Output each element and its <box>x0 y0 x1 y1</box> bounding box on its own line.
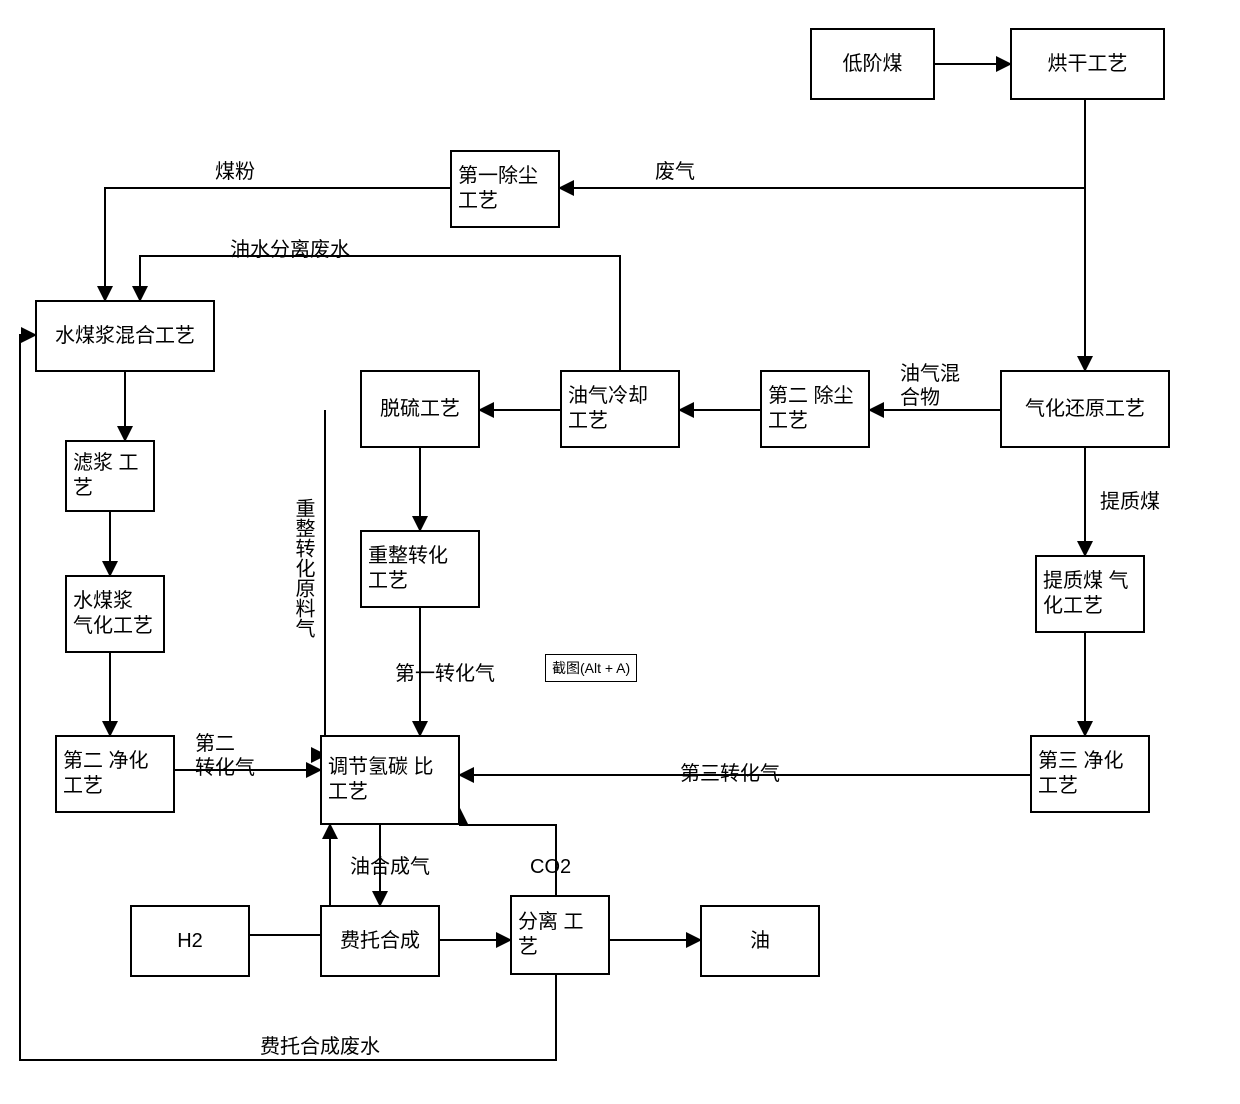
label-second-gas: 第二 转化气 <box>195 732 255 780</box>
node-second-dedust: 第二 除尘工艺 <box>760 370 870 448</box>
flowchart-canvas: 低阶煤 烘干工艺 第一除尘 工艺 水煤浆混合工艺 脱硫工艺 油气冷却 工艺 第二… <box>0 0 1240 1104</box>
label-oilwater-waste: 油水分离废水 <box>230 238 350 262</box>
node-slurry-mix: 水煤浆混合工艺 <box>35 300 215 372</box>
node-oilgas-cool: 油气冷却 工艺 <box>560 370 680 448</box>
node-ft-synth: 费托合成 <box>320 905 440 977</box>
label-waste-gas: 废气 <box>655 160 695 184</box>
label-third-gas: 第三转化气 <box>680 762 780 786</box>
node-first-dedust: 第一除尘 工艺 <box>450 150 560 228</box>
node-reforming: 重整转化 工艺 <box>360 530 480 608</box>
node-oil: 油 <box>700 905 820 977</box>
node-upgraded-gasif: 提质煤 气化工艺 <box>1035 555 1145 633</box>
node-drying: 烘干工艺 <box>1010 28 1165 100</box>
label-ft-waste: 费托合成废水 <box>260 1035 380 1059</box>
label-oil-syn: 油合成气 <box>350 855 430 879</box>
node-third-purify: 第三 净化工艺 <box>1030 735 1150 813</box>
node-hc-ratio: 调节氢碳 比工艺 <box>320 735 460 825</box>
label-co2: CO2 <box>530 855 571 879</box>
label-coal-powder: 煤粉 <box>215 160 255 184</box>
node-desulfur: 脱硫工艺 <box>360 370 480 448</box>
label-first-gas: 第一转化气 <box>395 662 495 686</box>
node-second-purify: 第二 净化工艺 <box>55 735 175 813</box>
label-upgraded-coal: 提质煤 <box>1100 490 1160 514</box>
screenshot-hint-badge: 截图(Alt + A) <box>545 654 637 682</box>
node-filter-slurry: 滤浆 工艺 <box>65 440 155 512</box>
node-slurry-gasif: 水煤浆 气化工艺 <box>65 575 165 653</box>
node-low-rank-coal: 低阶煤 <box>810 28 935 100</box>
label-reform-raw: 重整转化原料气 <box>290 498 315 638</box>
node-h2: H2 <box>130 905 250 977</box>
node-separation: 分离 工艺 <box>510 895 610 975</box>
label-oilgas-mix: 油气混 合物 <box>900 362 960 410</box>
node-gasif-reduction: 气化还原工艺 <box>1000 370 1170 448</box>
